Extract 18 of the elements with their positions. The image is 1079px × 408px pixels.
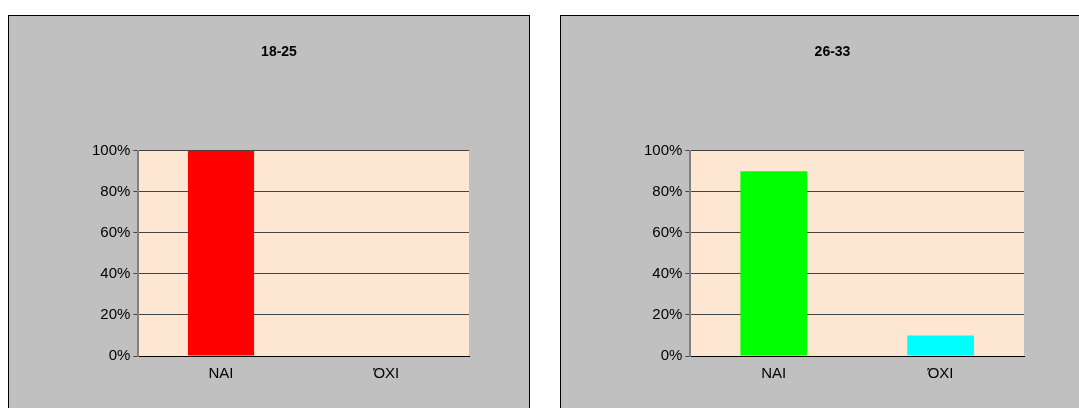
y-tick-label: 20% <box>100 305 131 323</box>
y-tick-label: 80% <box>100 181 131 199</box>
y-tick-label: 60% <box>100 223 131 241</box>
y-tick-label: 40% <box>100 264 131 282</box>
x-tick-label: ΝΑΙ <box>208 364 234 382</box>
x-tick-label: ΌΧΙ <box>372 364 400 382</box>
x-tick-label: ΌΧΙ <box>926 364 954 382</box>
y-tick-label: 20% <box>652 305 683 323</box>
chart-title: 18-25 <box>261 43 298 60</box>
y-tick-label: 0% <box>108 346 131 364</box>
x-tick-label: ΝΑΙ <box>761 364 787 382</box>
y-tick-label: 0% <box>660 346 683 364</box>
y-tick-label: 80% <box>652 181 683 199</box>
y-tick-label: 100% <box>643 140 683 158</box>
chart-title: 26-33 <box>814 43 851 60</box>
y-tick-label: 40% <box>652 264 683 282</box>
y-tick-label: 60% <box>652 223 683 241</box>
y-tick-label: 100% <box>91 140 131 158</box>
